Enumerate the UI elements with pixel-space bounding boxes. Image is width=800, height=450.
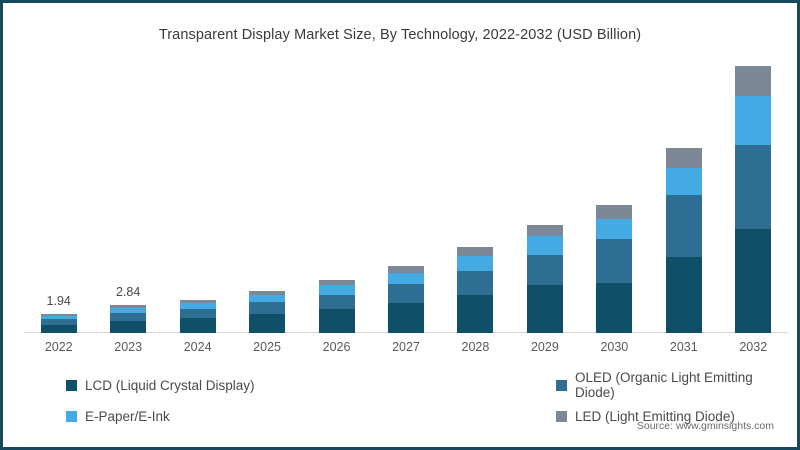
legend-item[interactable]: E-Paper/E-Ink xyxy=(66,409,411,424)
x-tick-2029: 2029 xyxy=(530,340,559,354)
x-tick-2023: 2023 xyxy=(114,340,143,354)
bar-slot xyxy=(441,61,510,333)
legend-swatch-icon xyxy=(556,411,567,422)
stacked-bar[interactable] xyxy=(457,247,494,333)
bar-segment-epaper xyxy=(40,316,77,320)
legend-swatch-icon xyxy=(66,379,77,391)
bar-segment-lcd xyxy=(249,314,286,333)
bar-segment-oled xyxy=(318,294,355,310)
x-tick-2026: 2026 xyxy=(322,340,351,354)
bar-segment-oled xyxy=(665,195,702,258)
bar-segment-epaper xyxy=(318,285,355,295)
bar-segment-oled xyxy=(735,144,772,230)
bar-segment-epaper xyxy=(665,167,702,196)
bar-segment-led xyxy=(735,65,772,96)
bar-segment-lcd xyxy=(735,229,772,333)
bar-slot xyxy=(649,61,718,333)
bar-segment-lcd xyxy=(596,282,633,333)
legend-item[interactable]: LED (Light Emitting Diode) xyxy=(411,409,756,424)
bar-segment-led xyxy=(179,299,216,303)
legend-label: E-Paper/E-Ink xyxy=(85,409,170,424)
bar-slot: 1.94 xyxy=(24,61,93,333)
bar-segment-epaper xyxy=(110,308,147,314)
stacked-bar[interactable] xyxy=(110,305,147,333)
legend-label: LCD (Liquid Crystal Display) xyxy=(85,377,255,393)
bar-segment-lcd xyxy=(457,294,494,333)
bar-segment-epaper xyxy=(249,295,286,303)
bar-segment-lcd xyxy=(526,284,563,333)
bar-segment-oled xyxy=(110,313,147,321)
x-tick-2027: 2027 xyxy=(392,340,420,354)
x-tick-2028: 2028 xyxy=(461,340,490,354)
x-tick-2030: 2030 xyxy=(600,340,629,354)
legend-item[interactable]: OLED (Organic Light Emitting Diode) xyxy=(411,370,756,400)
bar-slot xyxy=(163,61,232,333)
bar-slot xyxy=(232,61,301,333)
legend-label: LED (Light Emitting Diode) xyxy=(575,409,735,424)
stacked-bar[interactable] xyxy=(387,265,424,333)
stacked-bar[interactable] xyxy=(596,205,633,333)
bar-segment-oled xyxy=(526,254,563,285)
bar-segment-led xyxy=(526,224,563,236)
legend-label: OLED (Organic Light Emitting Diode) xyxy=(575,370,753,400)
stacked-bar[interactable] xyxy=(665,147,702,333)
bar-segment-epaper xyxy=(526,235,563,255)
bar-segment-oled xyxy=(179,308,216,318)
bar-segment-lcd xyxy=(665,257,702,333)
bar-segment-epaper xyxy=(457,255,494,271)
bar-slot xyxy=(371,61,440,333)
stacked-bar[interactable] xyxy=(249,290,286,333)
bar-segment-epaper xyxy=(387,272,424,285)
x-tick-2025: 2025 xyxy=(253,340,281,354)
bar-slot xyxy=(510,61,579,333)
stacked-bar[interactable] xyxy=(526,224,563,333)
bar-segment-oled xyxy=(596,238,633,283)
bar-segment-led xyxy=(596,205,633,220)
bar-segment-lcd xyxy=(179,317,216,333)
bar-segment-led xyxy=(665,147,702,168)
bar-segment-lcd xyxy=(318,309,355,333)
bar-segment-epaper xyxy=(596,219,633,239)
stacked-bar[interactable] xyxy=(735,65,772,333)
bar-segment-lcd xyxy=(387,302,424,333)
bar-value-label: 2.84 xyxy=(116,285,141,300)
source-attribution: Source: www.gminsights.com xyxy=(636,420,774,432)
chart-title: Transparent Display Market Size, By Tech… xyxy=(158,27,642,43)
x-tick-2031: 2031 xyxy=(669,340,698,354)
bar-segment-oled xyxy=(40,319,77,325)
x-tick-2032: 2032 xyxy=(739,340,768,354)
bar-slot xyxy=(302,61,371,333)
x-tick-2022: 2022 xyxy=(44,340,73,354)
bar-segment-led xyxy=(457,247,494,256)
plot-area: 1.94 2.84 xyxy=(24,61,788,333)
bar-slot: 2.84 xyxy=(93,61,162,333)
stacked-bar[interactable] xyxy=(40,314,77,333)
bar-segment-led xyxy=(249,290,286,296)
stacked-bar[interactable] xyxy=(179,299,216,333)
bar-slot xyxy=(580,61,649,333)
x-tick-2024: 2024 xyxy=(183,340,212,354)
bar-segment-led xyxy=(40,314,77,317)
bar-segment-lcd xyxy=(40,324,77,333)
bar-segment-oled xyxy=(249,302,286,315)
chart-canvas: Transparent Display Market Size, By Tech… xyxy=(6,6,794,444)
legend-swatch-icon xyxy=(66,411,77,422)
bar-segment-oled xyxy=(387,284,424,303)
bar-segment-led xyxy=(110,305,147,309)
bar-value-label: 1.94 xyxy=(46,294,71,309)
bar-segment-led xyxy=(387,265,424,273)
stacked-bar[interactable] xyxy=(318,280,355,333)
legend-item[interactable]: LCD (Liquid Crystal Display) xyxy=(66,370,411,400)
bar-segment-epaper xyxy=(179,302,216,309)
bar-segment-lcd xyxy=(110,320,147,333)
bar-segment-led xyxy=(318,280,355,286)
x-axis-tick-labels: 2022 2023 2024 2025 2026 2027 2028 2029 2030 2031… xyxy=(24,336,788,360)
bar-segment-oled xyxy=(457,270,494,295)
bar-slot xyxy=(719,61,788,333)
legend-swatch-icon xyxy=(556,379,567,391)
bar-segment-epaper xyxy=(735,96,772,145)
chart-legend: LCD (Liquid Crystal Display) OLED (Organi… xyxy=(66,370,756,424)
